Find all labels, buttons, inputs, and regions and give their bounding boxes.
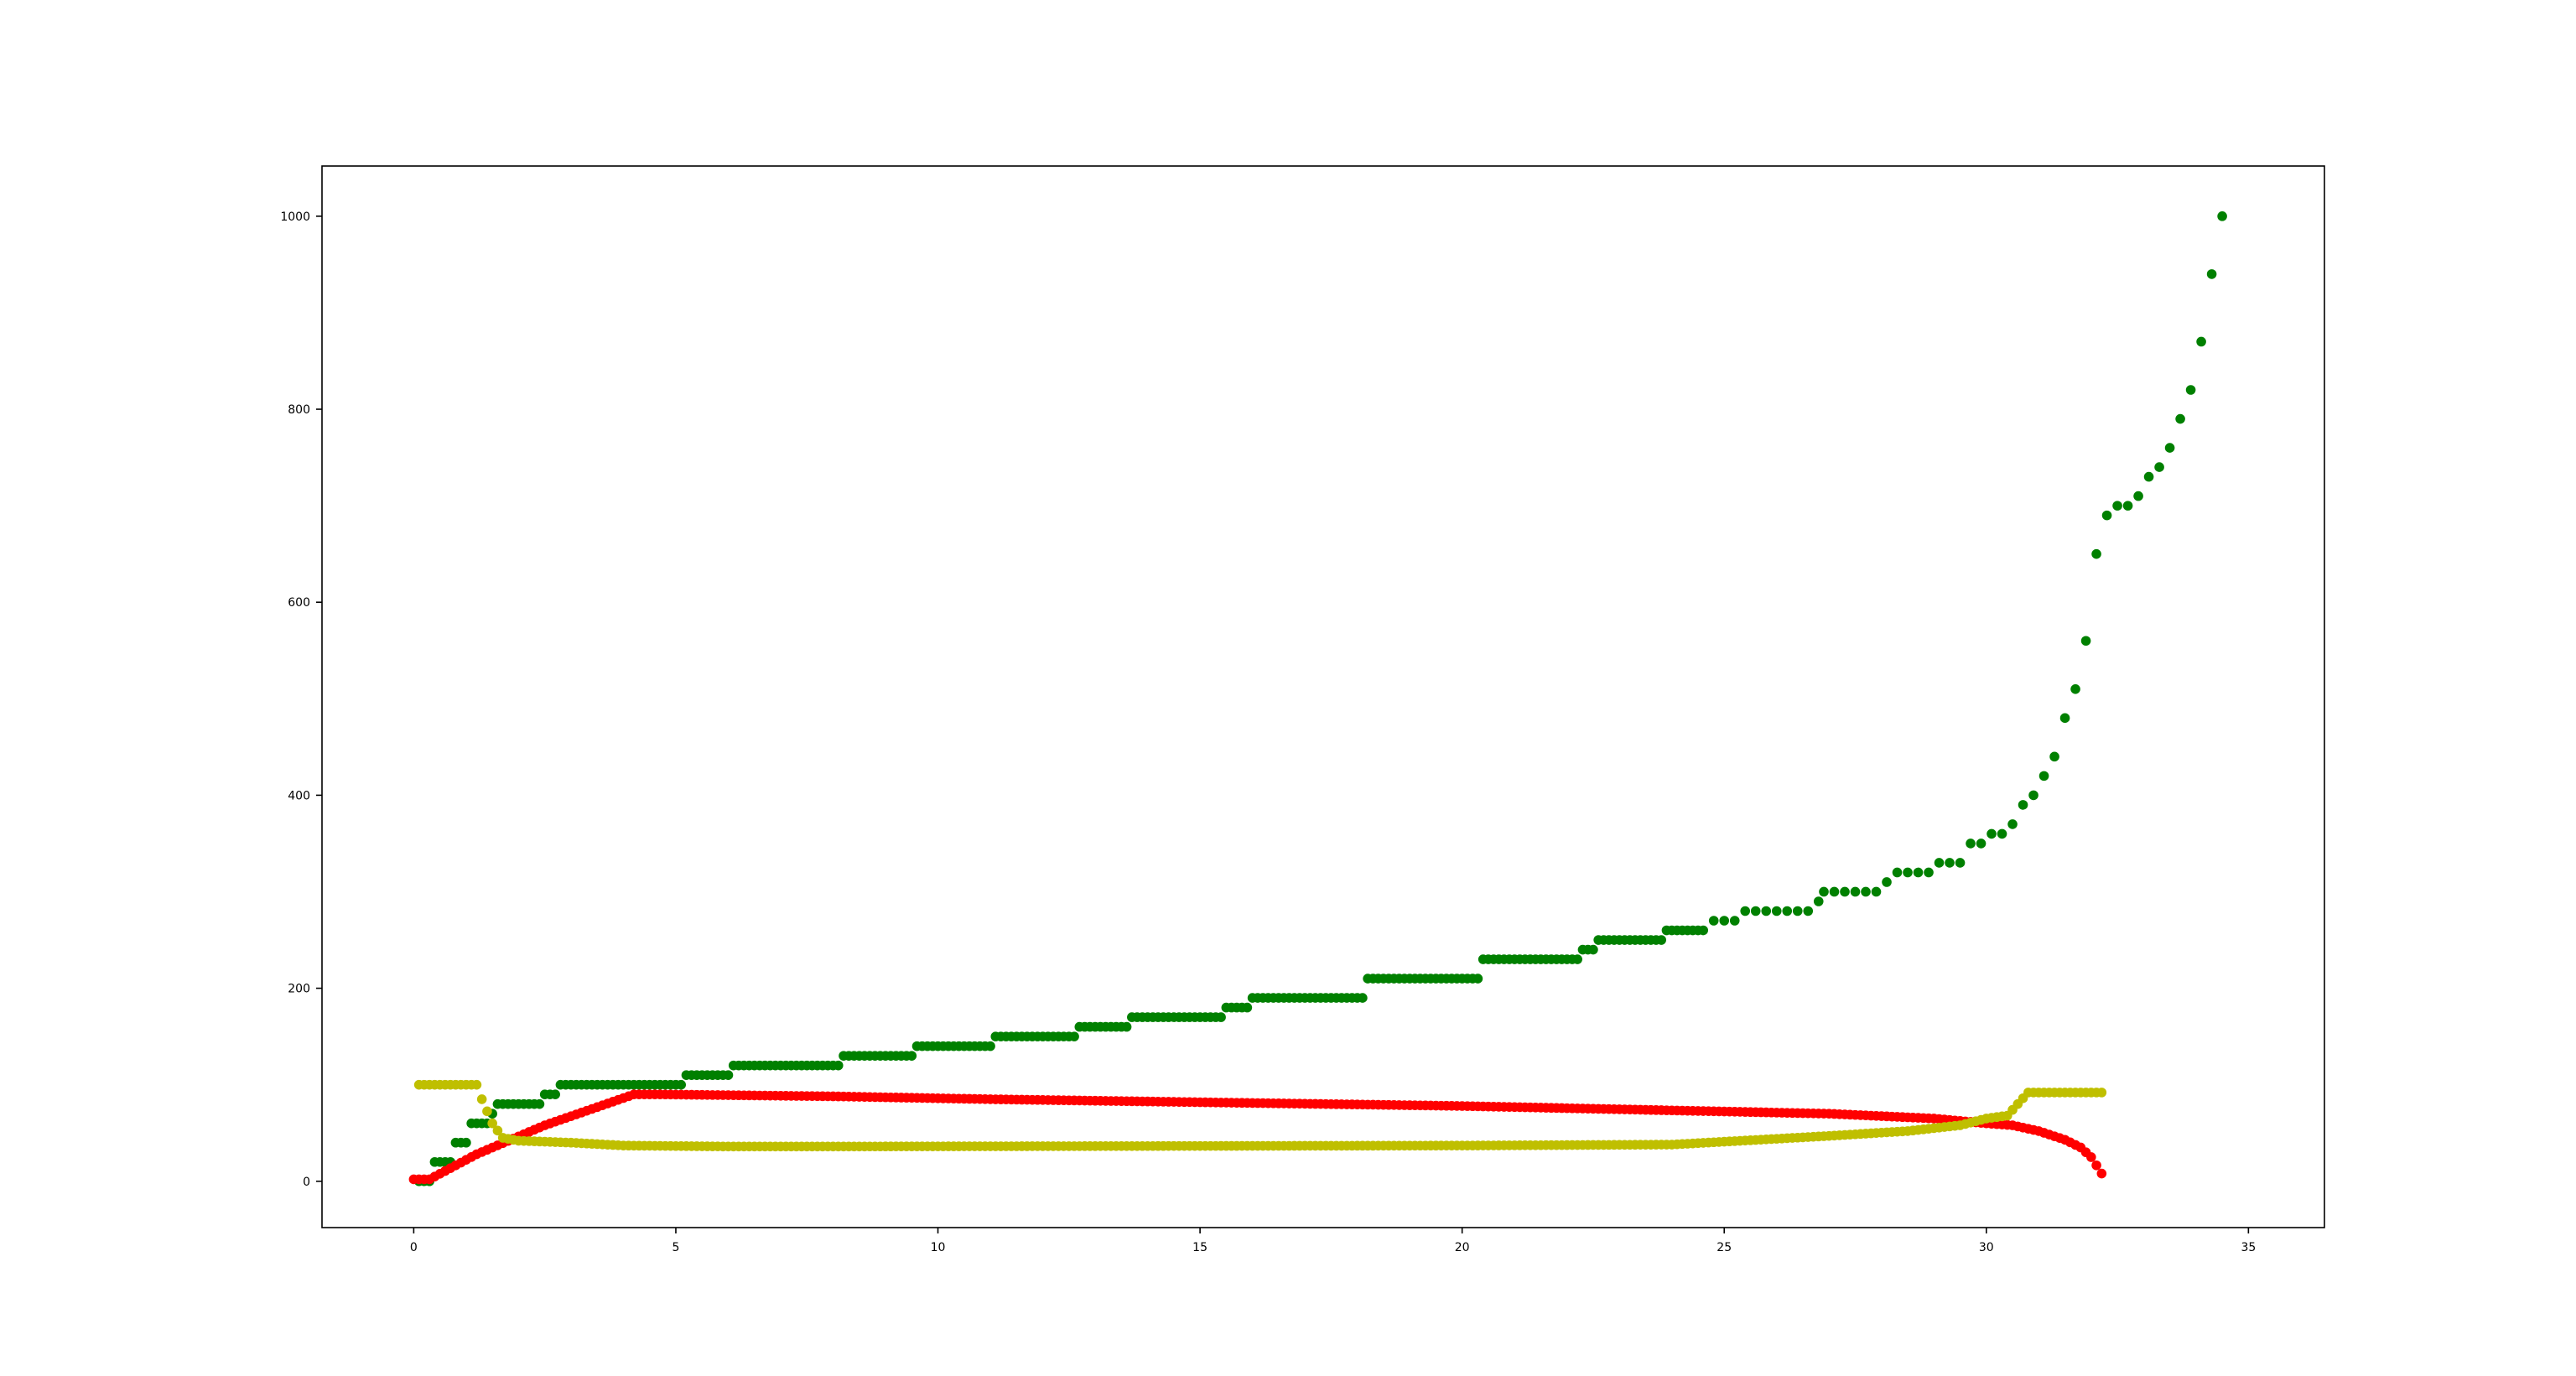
data-point [1913,867,1924,878]
data-point [1761,906,1772,916]
data-point [1803,906,1814,916]
data-point [1740,906,1751,916]
x-tick-label: 0 [410,1241,418,1254]
data-point [1216,1012,1226,1022]
data-point [1750,906,1761,916]
data-point [676,1079,687,1090]
data-point [833,1060,844,1071]
data-point [1708,916,1719,926]
data-point [1934,858,1945,868]
data-point [906,1051,917,1061]
data-point [1698,925,1709,936]
data-point [1955,858,1966,868]
data-point [1997,828,2007,839]
data-point [2096,1168,2107,1179]
data-point [2112,501,2122,511]
x-tick-label: 35 [2241,1241,2256,1254]
x-tick-label: 15 [1192,1241,1208,1254]
data-point [2007,819,2018,829]
y-tick-label: 800 [288,403,310,417]
data-point [2018,800,2028,810]
data-point [2122,501,2133,511]
x-axis: 0 5 10 15 20 25 30 35 [410,1228,2256,1254]
data-point [1850,886,1861,897]
data-point [2038,771,2049,781]
data-point [461,1137,471,1148]
data-point [1819,886,1829,897]
data-point [1976,839,1987,849]
data-point [2133,491,2143,501]
data-point [2185,385,2196,395]
data-point [2070,683,2080,694]
y-tick-label: 200 [288,983,310,996]
data-series [408,211,2227,1186]
data-point [2091,1160,2101,1171]
data-point [1358,993,1368,1003]
series-2 [413,1079,2107,1152]
y-tick-label: 600 [288,596,310,610]
plot-frame [321,165,2325,1228]
data-point [1782,906,1793,916]
data-point [1792,906,1803,916]
data-point [1069,1031,1079,1041]
data-point [723,1070,734,1080]
data-point [985,1041,995,1051]
data-point [1771,906,1782,916]
data-point [2096,1088,2107,1098]
y-tick-label: 0 [303,1176,310,1189]
series-0 [413,211,2227,1186]
data-point [2154,462,2164,472]
data-point [1903,867,1913,878]
data-point [534,1098,545,1109]
data-point [1892,867,1903,878]
data-point [2086,1152,2096,1162]
data-point [1719,916,1730,926]
data-point [492,1125,503,1136]
x-tick-label: 10 [931,1241,946,1254]
data-point [1829,886,1840,897]
data-point [2217,211,2227,221]
data-point [1121,1021,1132,1032]
data-point [1861,886,1871,897]
data-point [550,1089,560,1099]
data-point [1882,877,1892,887]
data-point [1987,828,1997,839]
data-point [1656,935,1667,945]
data-point [1813,896,1824,906]
data-point [1572,954,1582,964]
data-point [1588,944,1598,955]
data-point [1871,886,1882,897]
x-tick-label: 5 [673,1241,680,1254]
data-point [1924,867,1934,878]
data-point [2164,443,2175,453]
x-tick-label: 30 [1979,1241,1994,1254]
data-point [471,1079,482,1090]
y-axis: 0 200 400 600 800 1000 [280,210,322,1189]
data-point [2196,336,2206,347]
data-point [2080,636,2091,646]
data-point [1729,916,1740,926]
data-point [1472,974,1483,984]
data-point [1945,858,1955,868]
data-point [2143,471,2154,482]
data-point [2049,751,2059,762]
data-point [2091,548,2101,559]
x-tick-label: 25 [1716,1241,1732,1254]
data-point [1242,1002,1253,1013]
data-point [2101,510,2112,521]
data-point [487,1118,497,1129]
y-tick-label: 400 [288,789,310,802]
data-point [2175,413,2185,424]
data-point [2059,713,2070,724]
x-tick-label: 20 [1455,1241,1470,1254]
data-point [476,1094,487,1104]
data-point [482,1106,492,1117]
data-point [1966,839,1976,849]
data-point [2028,790,2038,801]
series-1 [408,1089,2107,1185]
data-point [2206,269,2217,279]
y-tick-label: 1000 [280,210,310,224]
data-point [1840,886,1850,897]
